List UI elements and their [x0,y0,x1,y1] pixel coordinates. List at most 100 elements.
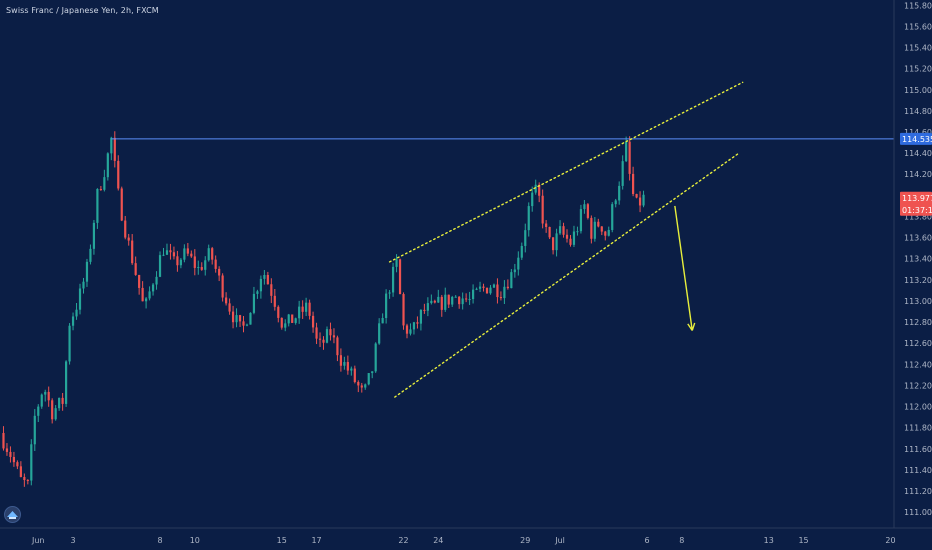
candle [398,258,402,295]
candle [138,274,141,295]
candle [23,473,26,487]
candle [221,273,224,302]
candle [430,294,433,305]
candle [520,242,523,260]
candle [183,244,186,263]
candle [332,328,336,344]
upper-trendline[interactable] [388,81,744,263]
candle [322,336,325,350]
candle [572,225,576,248]
candle [30,439,33,486]
candle [124,215,127,240]
candle [329,322,332,341]
candle [51,398,54,424]
lower-trendline[interactable] [394,153,739,398]
candle [211,246,214,265]
time-tick-label: 10 [190,536,200,545]
candle [385,289,388,324]
candle [496,278,499,304]
candle [642,190,645,208]
candle [499,291,503,301]
candle [305,297,308,317]
candle [58,397,61,411]
candle [517,251,520,276]
candle [371,371,374,379]
candle [607,226,610,237]
candle [402,292,405,330]
candle [583,199,586,214]
candle [16,460,19,470]
candle [225,292,228,306]
time-tick-label: 22 [398,536,408,545]
time-tick-label: 8 [157,536,162,545]
candle [308,299,311,320]
tradingview-logo-icon[interactable] [4,506,21,523]
time-tick-label: 15 [277,536,287,545]
candle [433,299,436,304]
candle [600,226,603,236]
candle [336,335,339,362]
candle [131,234,134,265]
candle [551,237,555,255]
candle [214,255,217,273]
candle [273,288,276,311]
candle [548,226,551,240]
time-tick-label: 13 [764,536,774,545]
price-tick-label: 113.200 [904,276,932,285]
candle [503,280,506,304]
candle [12,451,16,467]
bar-countdown: 01:37:10 [902,206,932,215]
candle [165,243,169,256]
candle [176,250,179,272]
price-tick-label: 114.800 [904,107,932,116]
candle [423,303,426,314]
price-tick-label: 112.600 [904,339,932,348]
candle [40,393,43,409]
candle [416,316,419,329]
candle [545,220,548,233]
candle [531,186,534,212]
candle [437,289,440,303]
candle [412,321,416,335]
candle [510,268,513,289]
time-tick-label: 15 [798,536,808,545]
candle [492,283,496,288]
price-tick-label: 113.800 [904,212,932,221]
price-tick-label: 111.200 [904,487,932,496]
candle [454,295,457,298]
candle [485,287,489,294]
candle [447,294,450,309]
candle [391,262,395,297]
candle [475,287,478,291]
candle [465,293,468,303]
time-tick-label: Jun [31,536,45,545]
svg-text:114.535: 114.535 [902,135,932,144]
forecast-arrow[interactable] [674,205,696,331]
candle [301,300,304,319]
candle [558,220,562,235]
candle [106,152,109,181]
candle [68,323,71,365]
candle [228,298,231,315]
candle [158,251,162,278]
candle [44,389,47,402]
drawings-layer [111,81,894,398]
candle [75,302,78,320]
candle [218,266,221,282]
candle [134,256,137,276]
candle [33,409,36,452]
candle [506,279,509,290]
price-tick-label: 114.600 [904,128,932,137]
time-tick-label: 24 [433,536,443,545]
price-tick-label: 111.600 [904,445,932,454]
candle [103,169,106,192]
candle [263,270,266,285]
candle [294,317,297,325]
candle [37,404,40,423]
candle [405,323,409,339]
candle [110,136,113,161]
candle [461,292,464,310]
candle [284,319,287,332]
